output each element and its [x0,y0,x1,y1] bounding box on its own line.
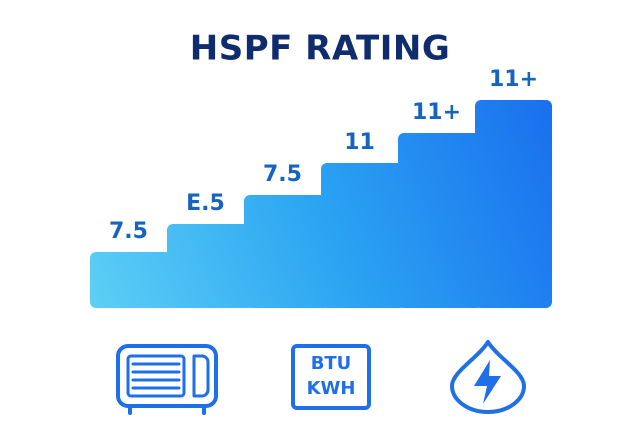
step-label: 7.5 [109,219,148,244]
step-label: 11+ [489,67,538,92]
title: HSPF RATING [190,29,450,69]
step [167,224,252,308]
btu-text: BTU [311,353,352,374]
kwh-text: KWH [307,378,356,399]
btu-frame [291,344,371,410]
step-label: 11+ [412,100,461,125]
step [398,133,483,308]
btu-icon: BTU KWH [291,344,371,410]
step [475,100,552,308]
energy-icon [450,340,526,414]
step [244,195,329,308]
ac-unit-icon [116,344,218,415]
step-label: 7.5 [263,162,302,187]
step [321,163,406,308]
step-label: E.5 [186,191,225,216]
step [90,252,175,308]
step-label: 11 [344,130,375,155]
steps: 7.5 E.5 7.5 11 11+ 11+ [90,67,552,308]
